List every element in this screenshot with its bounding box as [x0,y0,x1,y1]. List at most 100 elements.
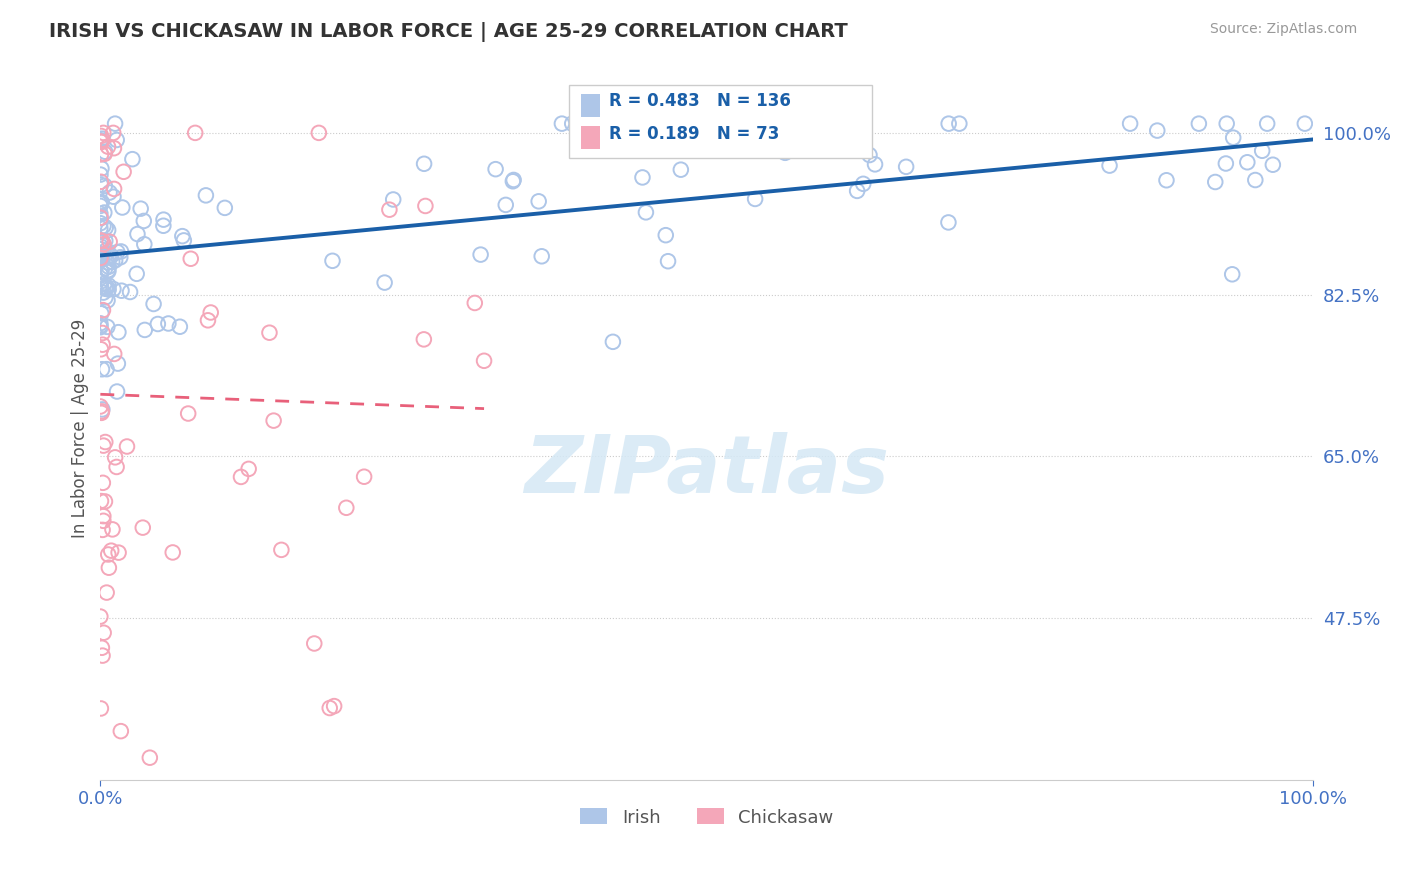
Chickasaw [139,750,162,764]
Chickasaw [90,135,112,149]
Chickasaw [89,233,111,247]
Chickasaw [93,126,115,140]
Chickasaw [304,636,326,650]
Irish [94,281,117,295]
Irish [96,246,118,260]
Irish [1098,159,1121,173]
Irish [1215,156,1237,170]
Irish [157,317,180,331]
Irish [1244,173,1267,187]
Chickasaw [89,400,111,414]
Chickasaw [110,724,132,739]
Chickasaw [93,146,115,161]
Irish [657,254,679,268]
Irish [89,316,111,330]
Irish [90,265,112,279]
Irish [938,215,960,229]
Irish [94,280,117,294]
Irish [631,170,654,185]
Text: ZIPatlas: ZIPatlas [524,432,890,509]
Chickasaw [91,404,114,418]
Chickasaw [238,462,260,476]
Irish [104,253,127,268]
Text: Source: ZipAtlas.com: Source: ZipAtlas.com [1209,22,1357,37]
Irish [561,117,583,131]
Chickasaw [89,135,111,149]
Chickasaw [103,141,125,155]
Text: R = 0.483   N = 136: R = 0.483 N = 136 [609,92,790,110]
Irish [89,242,111,256]
Irish [89,199,111,213]
Chickasaw [89,251,111,265]
Chickasaw [104,450,127,465]
Irish [90,211,112,226]
Chickasaw [91,648,114,663]
Chickasaw [90,343,112,357]
Irish [97,263,120,277]
Chickasaw [89,609,111,624]
Irish [98,248,121,262]
Irish [103,190,125,204]
Irish [97,260,120,274]
Chickasaw [472,353,495,368]
Irish [852,177,875,191]
Irish [93,238,115,252]
Irish [152,212,174,227]
Irish [846,184,869,198]
Irish [97,283,120,297]
Irish [93,285,115,300]
Chickasaw [90,128,112,143]
Chickasaw [308,126,330,140]
Irish [90,195,112,210]
Irish [98,186,121,200]
Irish [1256,117,1278,131]
Irish [655,228,678,243]
Irish [94,145,117,159]
Irish [146,317,169,331]
Chickasaw [184,126,207,140]
Chickasaw [91,234,114,248]
Irish [413,157,436,171]
Irish [100,249,122,263]
Irish [214,201,236,215]
Irish [938,117,960,131]
Irish [96,362,118,376]
Irish [89,248,111,262]
Chickasaw [97,560,120,574]
Chickasaw [132,521,155,535]
Irish [669,162,692,177]
Irish [89,320,111,334]
Irish [90,131,112,145]
Irish [1119,117,1142,131]
Chickasaw [177,407,200,421]
Chickasaw [90,494,112,508]
Chickasaw [91,337,114,351]
Irish [89,133,111,147]
Irish [105,384,128,399]
Irish [94,178,117,193]
Irish [858,148,880,162]
Irish [894,160,917,174]
Irish [634,205,657,219]
Irish [1215,117,1237,131]
Chickasaw [97,548,120,562]
Irish [1156,173,1178,187]
Irish [93,205,115,219]
Irish [382,193,405,207]
Irish [127,227,149,241]
Irish [530,249,553,263]
Irish [89,268,111,282]
Chickasaw [162,545,184,559]
Irish [125,267,148,281]
Chickasaw [323,699,346,714]
Chickasaw [115,440,138,454]
Chickasaw [180,252,202,266]
Irish [132,214,155,228]
Chickasaw [335,500,357,515]
Chickasaw [90,147,112,161]
Irish [321,253,343,268]
Irish [96,244,118,258]
Chickasaw [200,305,222,319]
Chickasaw [464,296,486,310]
Chickasaw [263,414,285,428]
